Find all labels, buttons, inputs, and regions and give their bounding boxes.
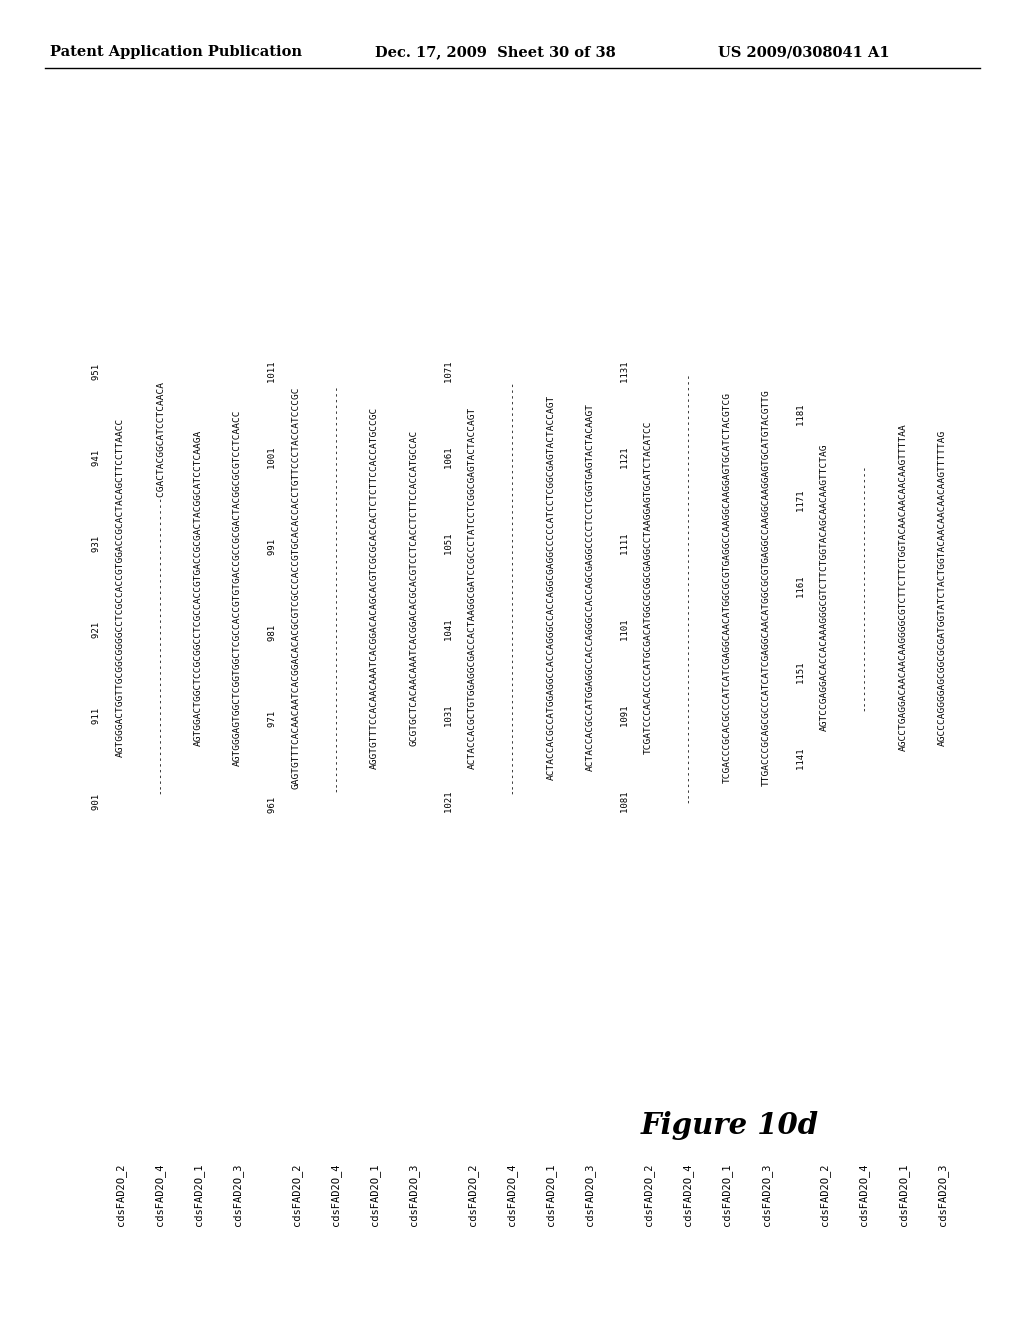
Text: 1081            1091            1101            1111            1121            : 1081 1091 1101 1111 1121	[621, 362, 630, 813]
Text: AGCCTGAGGACAACAACAAGGGGCGTCTTCTTCTGGTACAACAACAACAAGTTTTAA: AGCCTGAGGACAACAACAAGGGGCGTCTTCTTCTGGTACA…	[899, 424, 907, 751]
Text: cdsFAD2O_2: cdsFAD2O_2	[467, 1163, 478, 1226]
Text: US 2009/0308041 A1: US 2009/0308041 A1	[718, 45, 890, 59]
Text: cdsFAD2O_4: cdsFAD2O_4	[858, 1163, 869, 1226]
Text: AGTGGACTGGCTCCGCGGCCTCGCCACCGTGACCGCGACTACGGCATCCTCAAGA: AGTGGACTGGCTCCGCGGCCTCGCCACCGTGACCGCGACT…	[195, 429, 203, 746]
Text: ------------------------------------------------------------------------: ----------------------------------------…	[507, 380, 516, 795]
Text: Figure 10d: Figure 10d	[641, 1110, 819, 1139]
Text: TCGATCCCACACCCCATGCGACATGGCGCGGCGAGGCCTAAGGAGTGCATCTACATCC: TCGATCCCACACCCCATGCGACATGGCGCGGCGAGGCCTA…	[644, 421, 653, 754]
Text: cdsFAD2O_3: cdsFAD2O_3	[409, 1163, 419, 1226]
Text: cdsFAD2O_4: cdsFAD2O_4	[154, 1163, 165, 1226]
Text: Dec. 17, 2009  Sheet 30 of 38: Dec. 17, 2009 Sheet 30 of 38	[375, 45, 615, 59]
Text: AGTGGGAGTGGCTCGGTGGCTCGCCACCGTGTGACCGCCGCGACTACGGCGCGTCCTCAACC: AGTGGGAGTGGCTCGGTGGCTCGCCACCGTGTGACCGCCG…	[233, 409, 243, 766]
Text: cdsFAD2O_2: cdsFAD2O_2	[291, 1163, 302, 1226]
Text: cdsFAD2O_3: cdsFAD2O_3	[232, 1163, 243, 1226]
Text: ---------------------------------------------------------------------------: ----------------------------------------…	[683, 372, 692, 803]
Text: cdsFAD2O_1: cdsFAD2O_1	[722, 1163, 732, 1226]
Text: GCGTGCTCACAACAAATCACGGACACGCACGTCCTCACCTCTTCCACCATGCCAC: GCGTGCTCACAACAAATCACGGACACGCACGTCCTCACCT…	[410, 429, 419, 746]
Text: cdsFAD2O_3: cdsFAD2O_3	[937, 1163, 947, 1226]
Text: 901             911             921             931             941             : 901 911 921 931 941	[92, 364, 101, 810]
Text: TCGACCCGCACGCCCATCATCGAGGCAACATGGCGCGTGAGGCCAAGGCAAGGAGTGCATCTACGTCG: TCGACCCGCACGCCCATCATCGAGGCAACATGGCGCGTGA…	[723, 392, 731, 783]
Text: cdsFAD2O_1: cdsFAD2O_1	[546, 1163, 556, 1226]
Text: GAGTGTTTCACAACAATCACGGACACACGCGTCGCCCACCGTGCACACCACCTGTTCCCTACCATCCCGC: GAGTGTTTCACAACAATCACGGACACACGCGTCGCCCACC…	[292, 387, 301, 788]
Text: 1141            1151            1161            1171            1181: 1141 1151 1161 1171 1181	[797, 405, 806, 770]
Text: cdsFAD2O_2: cdsFAD2O_2	[643, 1163, 654, 1226]
Text: AGTGGGACTGGTTGCGGCGGGGCCTCGCCACCGTGGACCGCACTACAGCTTCCTTAACC: AGTGGGACTGGTTGCGGCGGGGCCTCGCCACCGTGGACCG…	[116, 417, 125, 758]
Text: -------------------------------------------: ----------------------------------------…	[859, 463, 868, 711]
Text: 961             971             981             991             1001            : 961 971 981 991 1001	[268, 362, 278, 813]
Text: -----------------------------------------------------------------------: ----------------------------------------…	[331, 383, 340, 792]
Text: Patent Application Publication: Patent Application Publication	[50, 45, 302, 59]
Text: cdsFAD2O_4: cdsFAD2O_4	[682, 1163, 693, 1226]
Text: cdsFAD2O_1: cdsFAD2O_1	[370, 1163, 380, 1226]
Text: AGTCCGAGGACACCACAAAGGGCGTCTTCTGGTACAGCAACAAGTTCTAG: AGTCCGAGGACACCACAAAGGGCGTCTTCTGGTACAGCAA…	[820, 444, 829, 731]
Text: ACTACCACGCCATGGAGGCCACCAGGGCCACCAGCGAGGCCCCTCCTCGGTGAGTACTACAAGT: ACTACCACGCCATGGAGGCCACCAGGGCCACCAGCGAGGC…	[586, 404, 595, 771]
Text: cdsFAD2O_4: cdsFAD2O_4	[330, 1163, 341, 1226]
Text: 1021            1031            1041            1051            1061            : 1021 1031 1041 1051 1061	[444, 362, 454, 813]
Text: ACTACCACGCCATGGAGGCCACCAGGGCCACCAGGCGAGGCCCCCATCCTCGGCGAGTACTACCAGT: ACTACCACGCCATGGAGGCCACCAGGGCCACCAGGCGAGG…	[547, 395, 555, 780]
Text: cdsFAD2O_2: cdsFAD2O_2	[819, 1163, 830, 1226]
Text: cdsFAD2O_1: cdsFAD2O_1	[194, 1163, 204, 1226]
Text: TTGACCCGCAGCGCCCATCATCGAGGCAACATGGCGCGTGAGGCCAAGGCAAGGAGTGCATGTACGTTG: TTGACCCGCAGCGCCCATCATCGAGGCAACATGGCGCGTG…	[762, 389, 771, 785]
Text: AGCCCAGGGGAGCGGCGCGATGGTATCTACTGGTACAACAACAACAAGTTTTTAG: AGCCCAGGGGAGCGGCGCGATGGTATCTACTGGTACAACA…	[938, 429, 947, 746]
Text: cdsFAD2O_2: cdsFAD2O_2	[115, 1163, 126, 1226]
Text: ACTACCACGCTGTGGAGGCGACCACTAAGGCGATCCGCCCTATCCTCGGCGAGTACTACCAGT: ACTACCACGCTGTGGAGGCGACCACTAAGGCGATCCGCCC…	[468, 407, 477, 768]
Text: ----------------------------------------------------CGACTACGGCATCCTCAACA: ----------------------------------------…	[155, 380, 164, 795]
Text: cdsFAD2O_1: cdsFAD2O_1	[898, 1163, 908, 1226]
Text: cdsFAD2O_3: cdsFAD2O_3	[585, 1163, 595, 1226]
Text: cdsFAD2O_4: cdsFAD2O_4	[506, 1163, 517, 1226]
Text: AGGTGTTTCCACAACAAATCACGGACACAGCACGTCGCGCACCACTCTCTTCCACCATGCCGC: AGGTGTTTCCACAACAAATCACGGACACAGCACGTCGCGC…	[371, 407, 379, 768]
Text: cdsFAD2O_3: cdsFAD2O_3	[761, 1163, 771, 1226]
